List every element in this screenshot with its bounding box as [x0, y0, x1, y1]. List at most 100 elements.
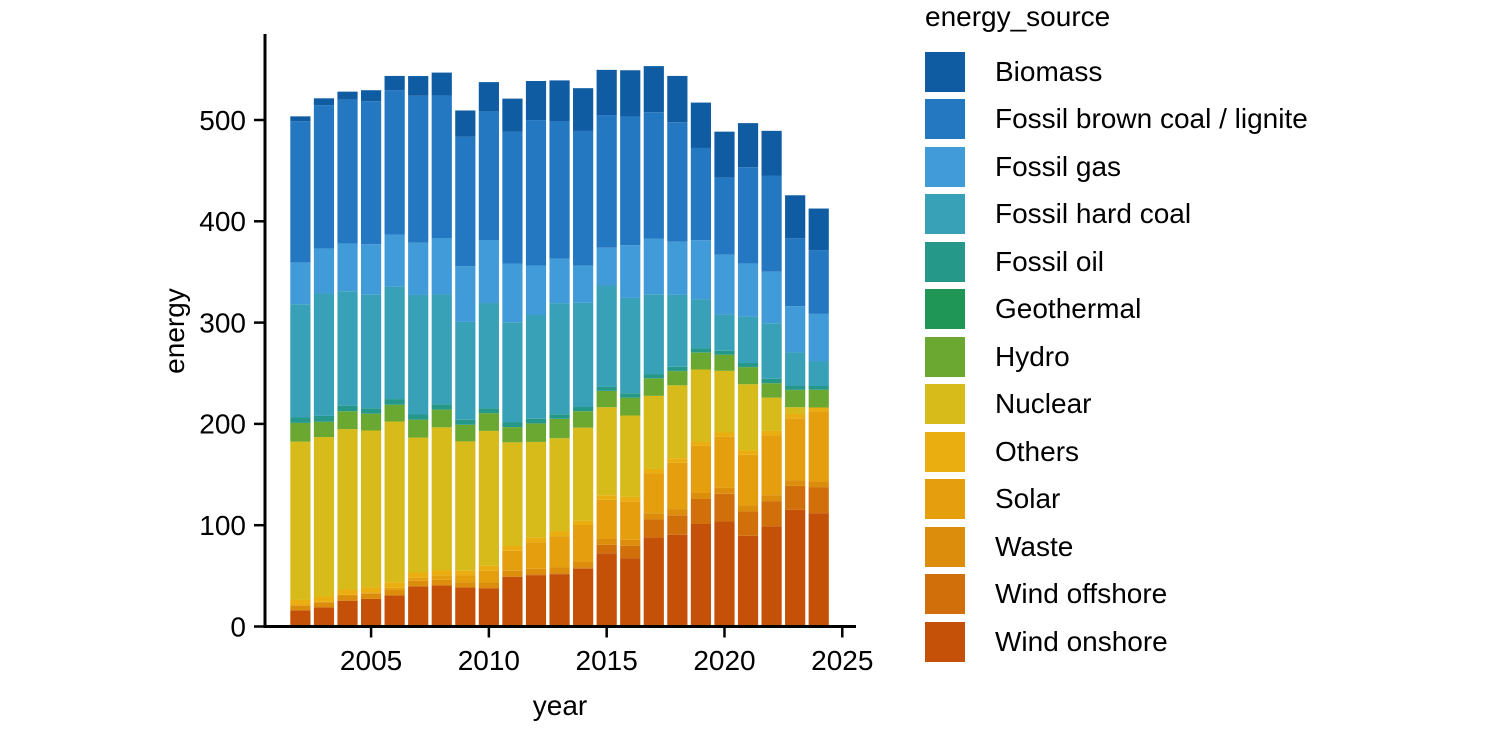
legend-title: energy_source — [925, 1, 1111, 32]
bar-segment — [714, 487, 735, 494]
bar-segment — [549, 438, 570, 532]
bar-segment — [384, 587, 405, 591]
bar-segment — [620, 539, 641, 546]
bar-segment — [384, 75, 405, 91]
bar-segment — [596, 285, 617, 387]
bar-segment — [596, 495, 617, 500]
x-tick-label: 2025 — [811, 645, 873, 676]
bar-segment — [455, 266, 476, 322]
bar-segment — [761, 130, 782, 176]
bar-segment — [408, 419, 429, 438]
bar-segment — [478, 588, 499, 627]
bar-segment — [337, 589, 358, 595]
bar-segment — [455, 582, 476, 588]
bar-segment — [384, 404, 405, 422]
bar-segment — [761, 435, 782, 496]
bar-segment — [596, 538, 617, 545]
bar-segment — [761, 383, 782, 398]
bar-segment — [337, 291, 358, 406]
bar-segment — [431, 575, 452, 580]
bar-segment — [573, 427, 594, 521]
bar-segment — [313, 437, 335, 597]
bar-segment — [596, 407, 617, 496]
bar-segment — [337, 595, 358, 601]
bar-segment — [360, 592, 382, 594]
bar-segment — [808, 513, 829, 627]
bar-segment — [785, 413, 806, 419]
bar-segment — [690, 441, 712, 446]
bar-segment — [313, 415, 335, 422]
bar-segment — [360, 587, 382, 593]
bar-segment — [337, 411, 358, 430]
bar-segment — [502, 570, 523, 577]
bar-segment — [785, 238, 806, 307]
bar-segment — [478, 570, 499, 583]
y-tick-label: 0 — [230, 611, 246, 642]
bar-segment — [525, 542, 547, 569]
legend-item-label: Solar — [995, 483, 1061, 515]
legend: energy_source Biomass Fossil brown coal /… — [925, 0, 1495, 666]
bar-segment — [525, 265, 547, 316]
bar-segment — [455, 570, 476, 576]
bar-segment — [549, 574, 570, 627]
bar-segment — [667, 122, 688, 242]
bar-segment — [737, 363, 759, 367]
bar-segment — [549, 121, 570, 259]
bar-segment — [643, 238, 664, 295]
bar-segment — [785, 418, 806, 481]
legend-item-label: Waste — [995, 530, 1074, 562]
bar-segment — [714, 370, 735, 433]
bar-segment — [643, 468, 664, 474]
bar-segment — [384, 286, 405, 400]
bar-segment — [337, 594, 358, 596]
bar-segment — [714, 314, 735, 351]
legend-item: Waste — [925, 523, 1495, 571]
bar-segment — [690, 492, 712, 499]
bar-segment — [502, 576, 523, 577]
y-tick-label: 300 — [199, 307, 246, 338]
legend-swatch-icon — [925, 194, 965, 235]
bar-segment — [478, 565, 499, 571]
legend-swatch-icon — [925, 384, 965, 425]
bar-segment — [737, 535, 759, 627]
bar-segment — [337, 99, 358, 244]
bar-segment — [667, 294, 688, 367]
bar-segment — [337, 600, 358, 627]
bar-segment — [690, 369, 712, 442]
bar-segment — [313, 596, 335, 602]
bar-segment — [808, 361, 829, 387]
bar-segment — [785, 485, 806, 510]
bar-segment — [785, 509, 806, 627]
bar-segment — [808, 407, 829, 412]
bar-segment — [360, 101, 382, 245]
bar-segment — [360, 408, 382, 414]
bar-segment — [384, 590, 405, 596]
bar-segment — [620, 558, 641, 627]
bar-segment — [761, 495, 782, 502]
bar-segment — [690, 147, 712, 241]
bar-segment — [714, 131, 735, 178]
bar-segment — [313, 421, 335, 438]
y-tick-label: 400 — [199, 206, 246, 237]
bar-segment — [337, 405, 358, 412]
bar-segment — [290, 417, 311, 423]
bar-segment — [573, 567, 594, 569]
bar-segment — [478, 303, 499, 409]
bar-segment — [478, 408, 499, 414]
bar-segment — [313, 105, 335, 249]
bar-segment — [785, 386, 806, 390]
bar-segment — [502, 427, 523, 443]
bar-segment — [785, 407, 806, 414]
bar-segment — [455, 110, 476, 137]
bar-segment — [525, 441, 547, 538]
bar-segment — [690, 240, 712, 300]
bar-segment — [573, 525, 594, 562]
bar-segment — [408, 294, 429, 415]
bar-segment — [313, 602, 335, 608]
bar-segment — [667, 241, 688, 295]
bar-segment — [525, 81, 547, 121]
bar-segment — [620, 245, 641, 298]
bar-segment — [596, 115, 617, 248]
legend-item: Wind offshore — [925, 571, 1495, 619]
bar-segment — [431, 294, 452, 405]
